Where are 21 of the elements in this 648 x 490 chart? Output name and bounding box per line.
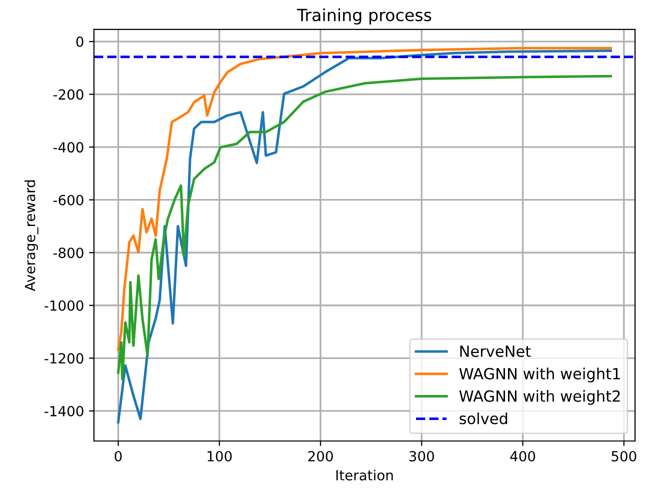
x-tick-label: 300 — [409, 450, 434, 462]
y-tick-label: -1200 — [44, 353, 84, 364]
x-tick-label: 0 — [114, 450, 122, 462]
legend-label: NerveNet — [460, 346, 531, 358]
legend-label: WAGNN with weight1 — [459, 368, 620, 382]
x-tick-label: 100 — [208, 450, 232, 462]
y-axis-title: Average_reward — [24, 180, 38, 292]
y-tick-label: -400 — [53, 142, 84, 153]
y-tick-label: 0 — [76, 36, 84, 48]
y-tick-label: -1400 — [44, 406, 84, 416]
chart-title: Training process — [296, 8, 432, 25]
legend-label: WAGNN with weight2 — [459, 390, 620, 405]
y-tick-label: -200 — [53, 89, 84, 100]
x-tick-label: 400 — [510, 450, 536, 462]
x-tick-label: 500 — [612, 450, 636, 462]
y-tick-label: -600 — [53, 194, 84, 206]
legend-label: solved — [460, 412, 508, 424]
x-axis-title: Iteration — [336, 470, 393, 480]
y-tick-label: -800 — [53, 248, 84, 258]
x-tick-label: 200 — [308, 450, 333, 462]
y-tick-label: -1000 — [44, 300, 84, 311]
